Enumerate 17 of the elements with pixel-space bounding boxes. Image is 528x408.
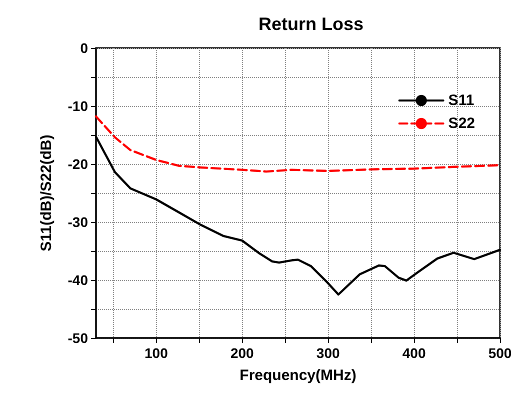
x-tick-label: 500 xyxy=(488,345,512,361)
x-tick-label: 300 xyxy=(316,345,340,361)
y-tick-label: 0 xyxy=(80,40,88,56)
line-series xyxy=(94,115,502,173)
y-tick-label: -20 xyxy=(68,156,88,172)
y-tick-label: -10 xyxy=(68,98,88,114)
y-axis-title: S11(dB)/S22(dB) xyxy=(38,134,55,252)
legend-label: S11 xyxy=(448,92,474,109)
y-tick-label: -30 xyxy=(68,214,88,230)
legend-label: S22 xyxy=(448,115,476,132)
x-tick-label: 200 xyxy=(230,345,254,361)
x-tick-label: 100 xyxy=(144,345,168,361)
chart-title: Return Loss xyxy=(258,14,364,34)
x-tick-label: 400 xyxy=(402,345,426,361)
y-tick-label: -50 xyxy=(68,330,88,346)
y-tick-label: -40 xyxy=(68,272,88,288)
x-axis-title: Frequency(MHz) xyxy=(240,367,356,384)
